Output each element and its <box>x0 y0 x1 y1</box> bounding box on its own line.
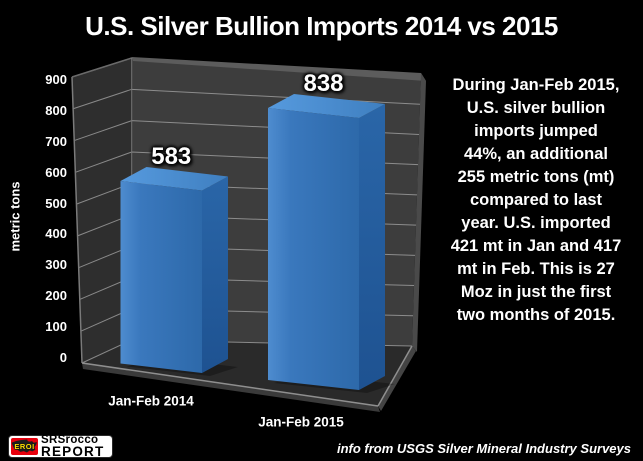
logo-line2: REPORT <box>41 444 105 459</box>
source-note: info from USGS Silver Mineral Industry S… <box>336 441 631 456</box>
annotation-line-0: During Jan-Feb 2015, <box>452 76 620 94</box>
bar-front-face-0 <box>120 181 202 373</box>
y-tick-label-800: 800 <box>45 102 67 118</box>
annotation-line-6: year. U.S. imported <box>461 214 611 232</box>
annotation-line-3: 44%, an additional <box>464 145 608 163</box>
floor-front-line <box>81 362 379 407</box>
wall-right-edge <box>412 73 426 352</box>
wall-top-edge <box>131 57 426 81</box>
y-tick-label-700: 700 <box>45 133 67 149</box>
annotation-line-5: compared to last <box>469 191 603 209</box>
category-label-1: Jan-Feb 2015 <box>258 414 344 429</box>
annotation-line-7: 421 mt in Jan and 417 <box>450 237 622 255</box>
annotation-line-4: 255 metric tons (mt) <box>457 168 615 186</box>
bar-front-face-1 <box>268 107 359 390</box>
floor-front-edge <box>82 363 380 412</box>
eroi-badge: EROI <box>11 438 38 455</box>
bar-top-face-0 <box>120 167 228 191</box>
y-axis-edge <box>71 76 83 364</box>
y-tick-label-600: 600 <box>45 164 67 180</box>
wall-top-left-edge <box>71 57 132 78</box>
annotation-line-1: U.S. silver bullion <box>466 99 606 117</box>
usa-map-icon <box>11 439 37 453</box>
eroi-badge-label: EROI <box>14 442 35 451</box>
annotation-line-2: imports jumped <box>474 122 598 140</box>
y-tick-label-900: 900 <box>45 72 67 87</box>
bar-value-label-0: 583 <box>151 143 192 171</box>
floor-right-line <box>377 345 413 407</box>
annotation-line-10: two months of 2015. <box>456 306 616 324</box>
y-tick-label-200: 200 <box>45 288 67 304</box>
annotation-text: During Jan-Feb 2015, U.S. silver bullion i… <box>441 74 631 327</box>
y-tick-label-500: 500 <box>45 195 67 211</box>
y-tick-label-0: 0 <box>59 350 67 365</box>
bar-side-face-0 <box>202 176 228 373</box>
bar-top-face-1 <box>268 93 385 118</box>
chart-title: U.S. Silver Bullion Imports 2014 vs 2015 <box>85 11 558 41</box>
bar-side-face-1 <box>359 103 385 390</box>
annotation-line-8: mt in Feb. This is 27 <box>457 260 615 278</box>
srsrocco-logo: EROI SRSrocco REPORT <box>8 433 113 459</box>
y-tick-label-400: 400 <box>45 226 67 242</box>
chart-left-wall <box>72 58 132 363</box>
annotation-line-9: Moz in just the first <box>460 283 612 301</box>
logo-text: SRSrocco REPORT <box>38 433 110 459</box>
logo-line1: SRSrocco <box>41 433 99 446</box>
y-tick-label-300: 300 <box>45 257 67 273</box>
floor-right-edge <box>378 346 416 411</box>
category-label-0: Jan-Feb 2014 <box>108 393 194 409</box>
y-axis-title: metric tons <box>7 181 23 252</box>
y-tick-label-100: 100 <box>45 319 67 335</box>
bar-value-label-1: 838 <box>303 69 344 97</box>
